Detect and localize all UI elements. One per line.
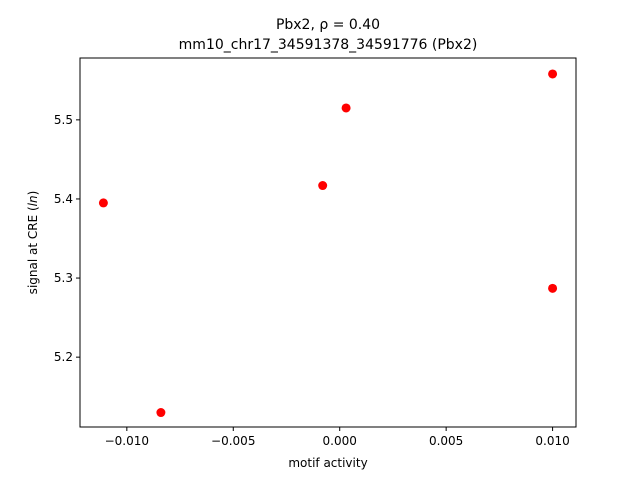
x-tick-label: −0.010 <box>105 434 149 448</box>
chart-title-line2: mm10_chr17_34591378_34591776 (Pbx2) <box>179 37 478 53</box>
y-axis-label-italic: ln <box>26 195 40 206</box>
y-axis-label-suffix: ) <box>26 191 40 196</box>
data-point <box>548 69 558 79</box>
x-tick-label: 0.000 <box>323 434 357 448</box>
chart-title-line1: Pbx2, ρ = 0.40 <box>276 17 380 33</box>
data-point <box>341 103 351 113</box>
x-axis-label: motif activity <box>288 456 367 470</box>
y-axis-label-prefix: signal at CRE ( <box>26 206 40 294</box>
y-tick-label: 5.5 <box>54 113 73 127</box>
data-points <box>98 69 558 418</box>
data-point <box>548 283 558 293</box>
x-axis-ticks: −0.010 −0.005 0.000 0.005 0.010 <box>105 427 570 448</box>
data-point <box>318 181 328 191</box>
x-tick-label: −0.005 <box>211 434 255 448</box>
y-tick-label: 5.4 <box>54 192 73 206</box>
y-tick-label: 5.3 <box>54 271 73 285</box>
data-point <box>156 408 166 418</box>
axes-frame <box>79 57 577 428</box>
y-axis-ticks: 5.2 5.3 5.4 5.5 <box>54 113 80 364</box>
x-tick-label: 0.005 <box>429 434 463 448</box>
x-tick-label: 0.010 <box>535 434 569 448</box>
y-axis-label: signal at CRE (ln) <box>26 191 40 295</box>
y-tick-label: 5.2 <box>54 350 73 364</box>
data-point <box>98 198 108 208</box>
